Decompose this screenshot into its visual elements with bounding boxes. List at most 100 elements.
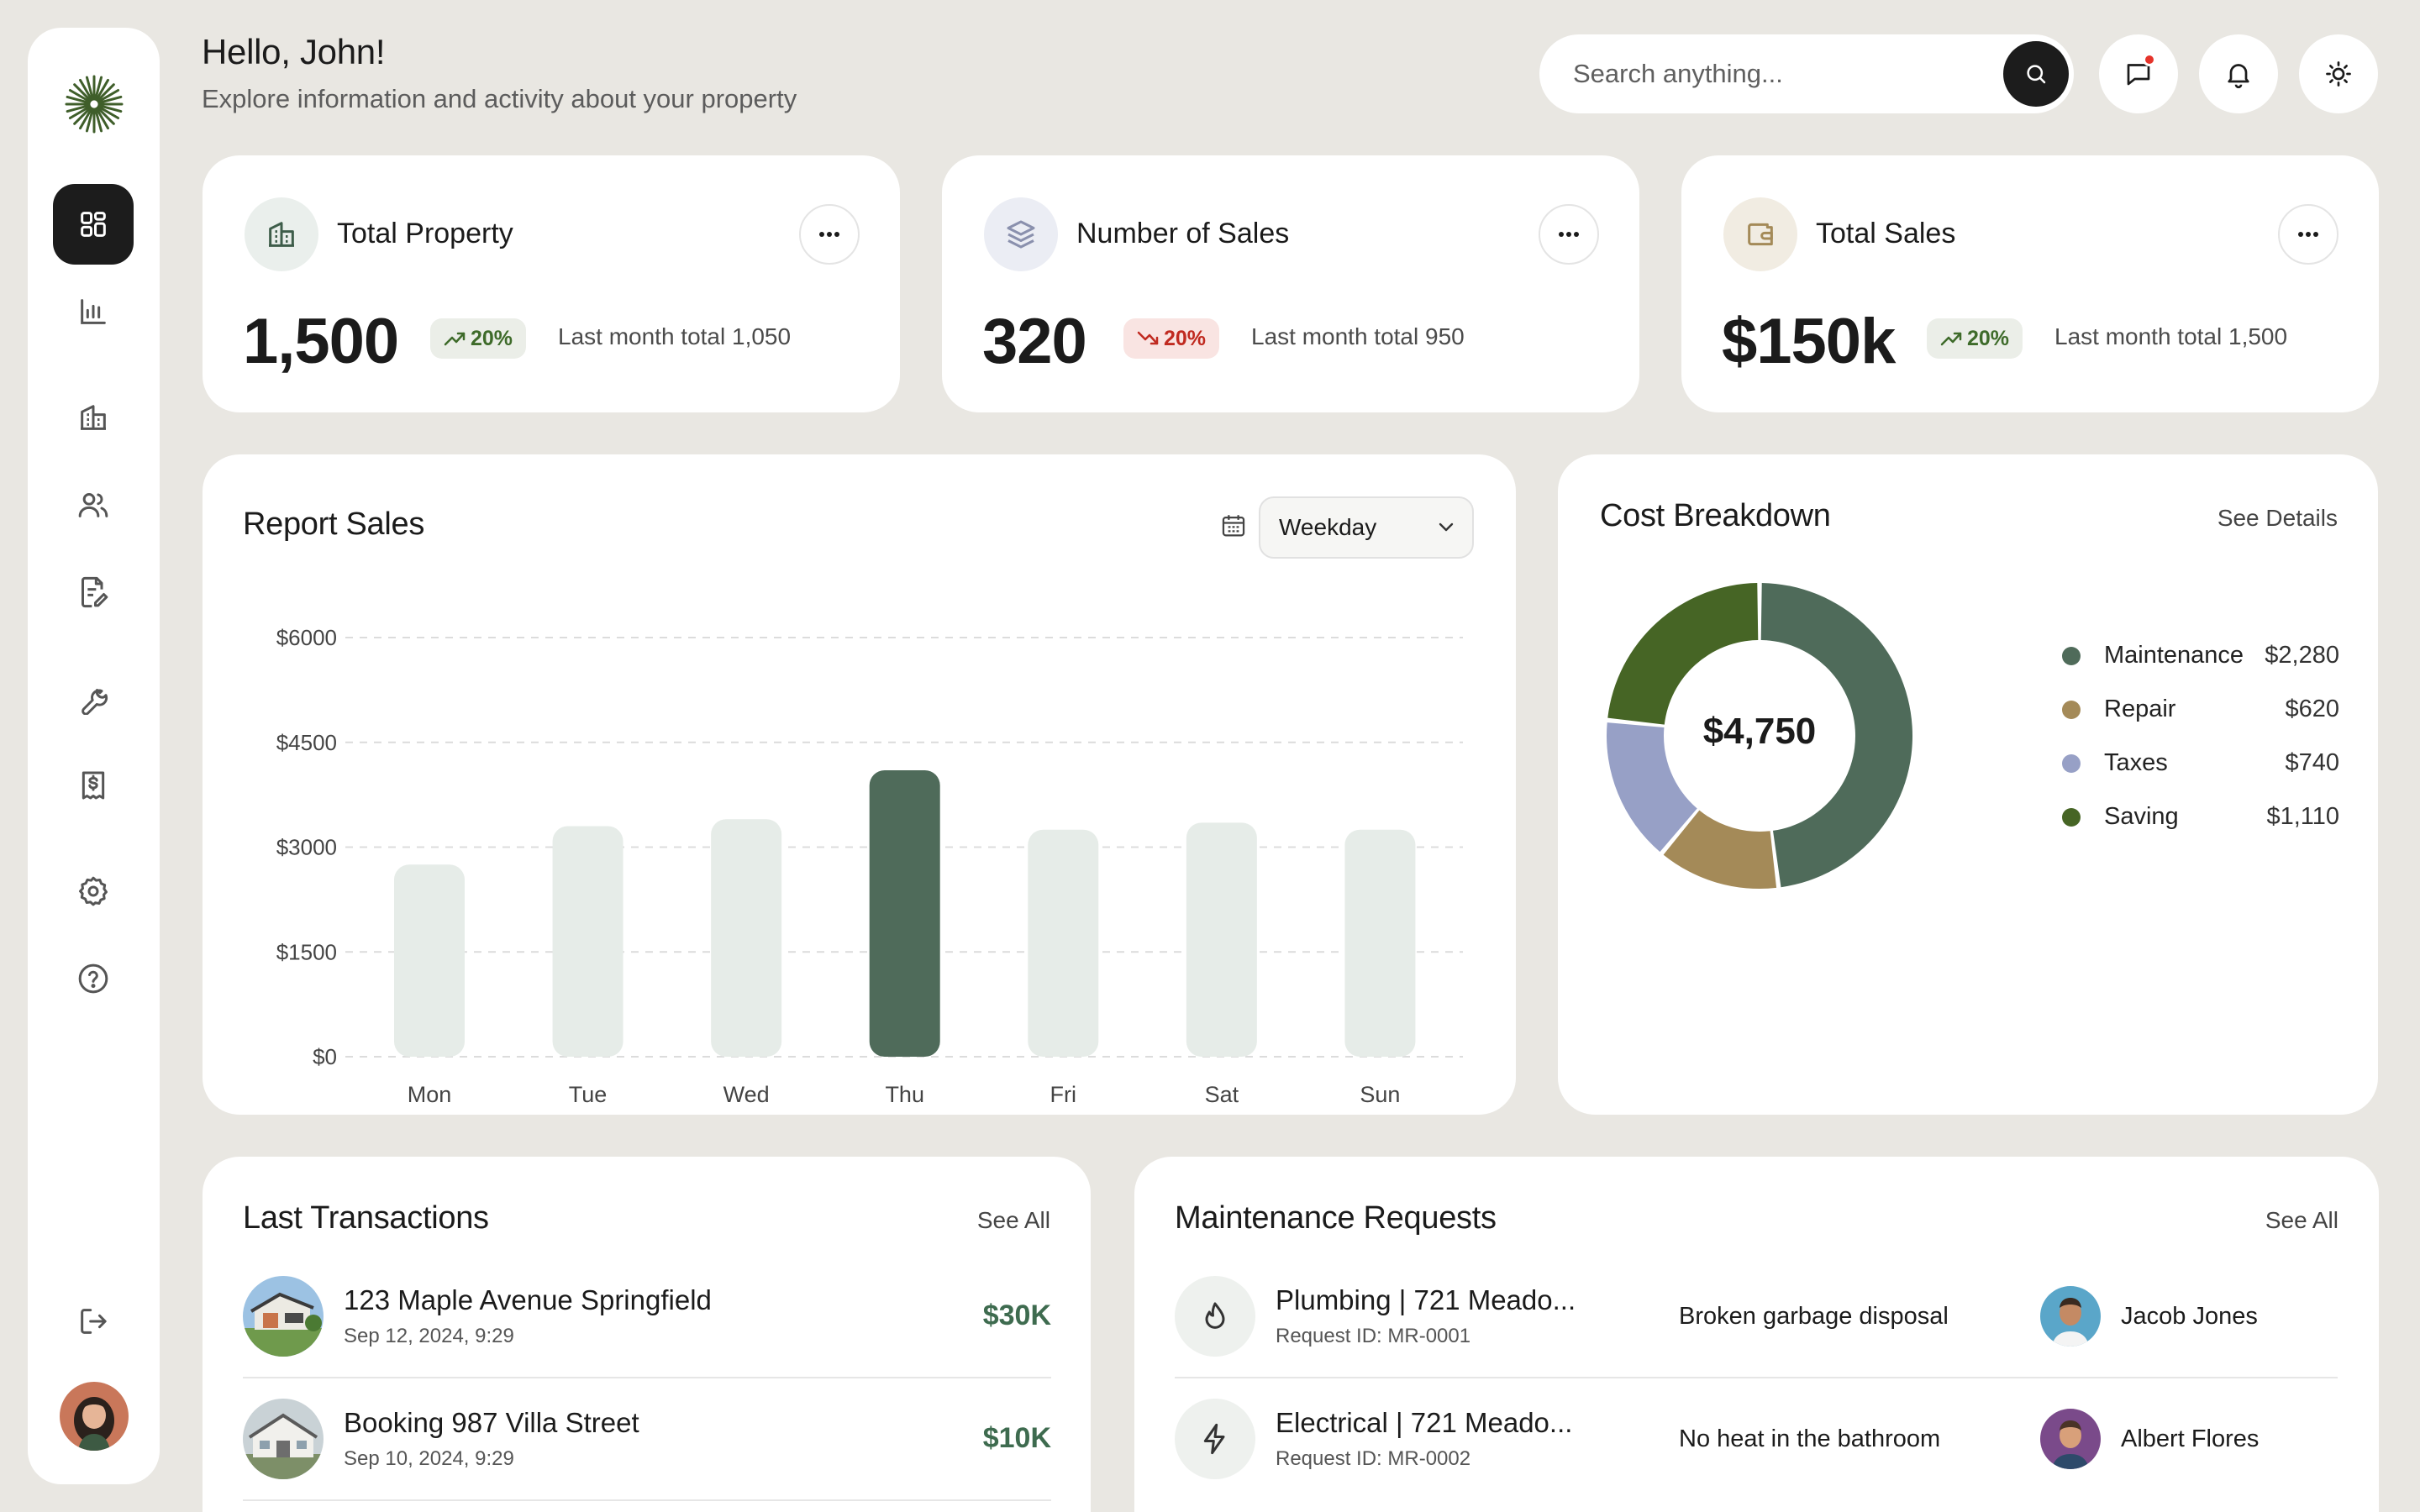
legend-value: $740: [2285, 749, 2339, 776]
trend-badge: 20%: [1123, 318, 1220, 359]
see-details-link[interactable]: See Details: [2217, 505, 2338, 531]
bar-sat[interactable]: [1186, 822, 1257, 1057]
period-dropdown[interactable]: Weekday: [1259, 496, 1474, 559]
nav-documents[interactable]: [53, 552, 134, 633]
transaction-row[interactable]: Booking 987 Villa Street Sep 10, 2024, 9…: [243, 1399, 1051, 1479]
nav-billing[interactable]: [53, 745, 134, 826]
messages-button[interactable]: [2099, 34, 2178, 113]
dashboard-grid-icon: [81, 212, 106, 237]
user-avatar[interactable]: [60, 1382, 129, 1451]
nav-properties[interactable]: [53, 377, 134, 458]
x-tick-label: Wed: [723, 1082, 770, 1107]
bar-thu[interactable]: [869, 770, 940, 1057]
notification-dot: [2143, 53, 2156, 66]
chevron-down-icon: [1439, 522, 1454, 532]
maintenance-request-row[interactable]: Electrical | 721 Meado... Request ID: MR…: [1175, 1399, 2338, 1479]
request-id: Request ID: MR-0002: [1276, 1447, 1471, 1470]
transaction-name: Booking 987 Villa Street: [344, 1407, 639, 1438]
transaction-amount: $30K: [982, 1299, 1051, 1331]
bar-fri[interactable]: [1028, 829, 1099, 1057]
report-sales-chart: $0 $1500 $3000 $4500 $6000 Mon Tue Wed Thu Fri Sat…: [276, 625, 1463, 1107]
more-options-button[interactable]: [1539, 204, 1599, 265]
row-divider: [243, 1377, 1051, 1378]
assignee-name: Jacob Jones: [2121, 1303, 2258, 1330]
search-button[interactable]: [2003, 41, 2069, 107]
trend-badge: 20%: [1927, 318, 2023, 359]
nav-users[interactable]: [53, 465, 134, 545]
legend-label: Maintenance: [2104, 642, 2244, 669]
stat-note: Last month total 950: [1251, 323, 1465, 349]
bar-tue[interactable]: [552, 826, 623, 1057]
layers-icon: [984, 197, 1058, 271]
more-options-button[interactable]: [2278, 204, 2338, 265]
last-transactions-title: Last Transactions: [243, 1200, 489, 1236]
property-thumbnail: [243, 1276, 324, 1357]
stat-card-total-sales: Total Sales $150k 20% Last month total 1…: [1681, 155, 2379, 412]
document-edit-icon: [82, 576, 108, 608]
sunburst-logo[interactable]: [65, 75, 124, 134]
theme-toggle-button[interactable]: [2299, 34, 2378, 113]
assignee-avatar: [2040, 1409, 2101, 1469]
request-title: Plumbing | 721 Meado...: [1276, 1284, 1576, 1315]
nav-help[interactable]: [53, 938, 134, 1019]
cost-breakdown-title: Cost Breakdown: [1600, 498, 1831, 533]
legend-value: $1,110: [2266, 803, 2339, 830]
nav-analytics[interactable]: [53, 271, 134, 352]
stat-card-total-property: Total Property 1,500 20% Last month tota…: [203, 155, 900, 412]
property-thumbnail: [243, 1399, 324, 1479]
wallet-icon: [1723, 197, 1797, 271]
period-dropdown-value: Weekday: [1279, 514, 1377, 540]
x-tick-label: Tue: [569, 1082, 608, 1107]
trend-value: 20%: [1967, 326, 2010, 350]
row-divider: [1175, 1377, 2338, 1378]
transaction-row[interactable]: 123 Maple Avenue Springfield Sep 12, 202…: [243, 1276, 1051, 1357]
legend-item: Taxes $740: [2062, 747, 2339, 780]
request-issue: Broken garbage disposal: [1679, 1303, 1949, 1330]
more-dots-icon: [2298, 232, 2318, 237]
building-icon: [245, 197, 318, 271]
more-dots-icon: [819, 232, 839, 237]
bar-mon[interactable]: [394, 864, 465, 1057]
see-all-requests-link[interactable]: See All: [2265, 1207, 2338, 1233]
sidebar: [28, 28, 160, 1484]
row-divider: [243, 1499, 1051, 1501]
search-input[interactable]: [1573, 53, 1976, 95]
y-tick-label: $6000: [276, 625, 337, 650]
stat-note: Last month total 1,050: [558, 323, 792, 349]
x-tick-label: Fri: [1050, 1082, 1076, 1107]
legend-label: Saving: [2104, 803, 2179, 830]
slice-maintenance[interactable]: [1760, 583, 1913, 888]
stat-title: Total Sales: [1816, 218, 1956, 249]
stat-value: 1,500: [243, 306, 399, 377]
bar-sun[interactable]: [1344, 829, 1416, 1057]
legend-dot: [2062, 647, 2081, 665]
users-icon: [78, 493, 108, 517]
y-tick-label: $1500: [276, 939, 337, 964]
greeting-subtitle: Explore information and activity about y…: [202, 84, 797, 113]
legend-item: Maintenance $2,280: [2062, 639, 2339, 673]
cost-donut-chart: [1607, 583, 1913, 889]
legend-value: $620: [2285, 696, 2339, 722]
slice-repair[interactable]: [1663, 810, 1777, 889]
slice-taxes[interactable]: [1607, 722, 1697, 853]
stat-card-number-of-sales: Number of Sales 320 20% Last month total…: [942, 155, 1639, 412]
trend-down-icon: [1137, 331, 1159, 345]
y-tick-label: $0: [313, 1044, 337, 1069]
transaction-name: 123 Maple Avenue Springfield: [344, 1284, 712, 1315]
nav-settings[interactable]: [53, 851, 134, 932]
nav-maintenance[interactable]: [53, 658, 134, 738]
see-all-transactions-link[interactable]: See All: [976, 1207, 1050, 1233]
help-circle-icon: [78, 963, 108, 994]
legend-dot: [2062, 808, 2081, 827]
slice-saving[interactable]: [1607, 583, 1759, 725]
maintenance-request-row[interactable]: Plumbing | 721 Meado... Request ID: MR-0…: [1175, 1276, 2338, 1357]
wrench-icon: [82, 689, 108, 715]
logout-button[interactable]: [53, 1281, 134, 1362]
nav-dashboard[interactable]: [53, 184, 134, 265]
more-options-button[interactable]: [799, 204, 860, 265]
water-drop-icon: [1175, 1276, 1255, 1357]
legend-item: Repair $620: [2062, 693, 2339, 727]
bar-wed[interactable]: [711, 819, 782, 1057]
notifications-button[interactable]: [2199, 34, 2278, 113]
x-tick-label: Thu: [885, 1082, 924, 1107]
